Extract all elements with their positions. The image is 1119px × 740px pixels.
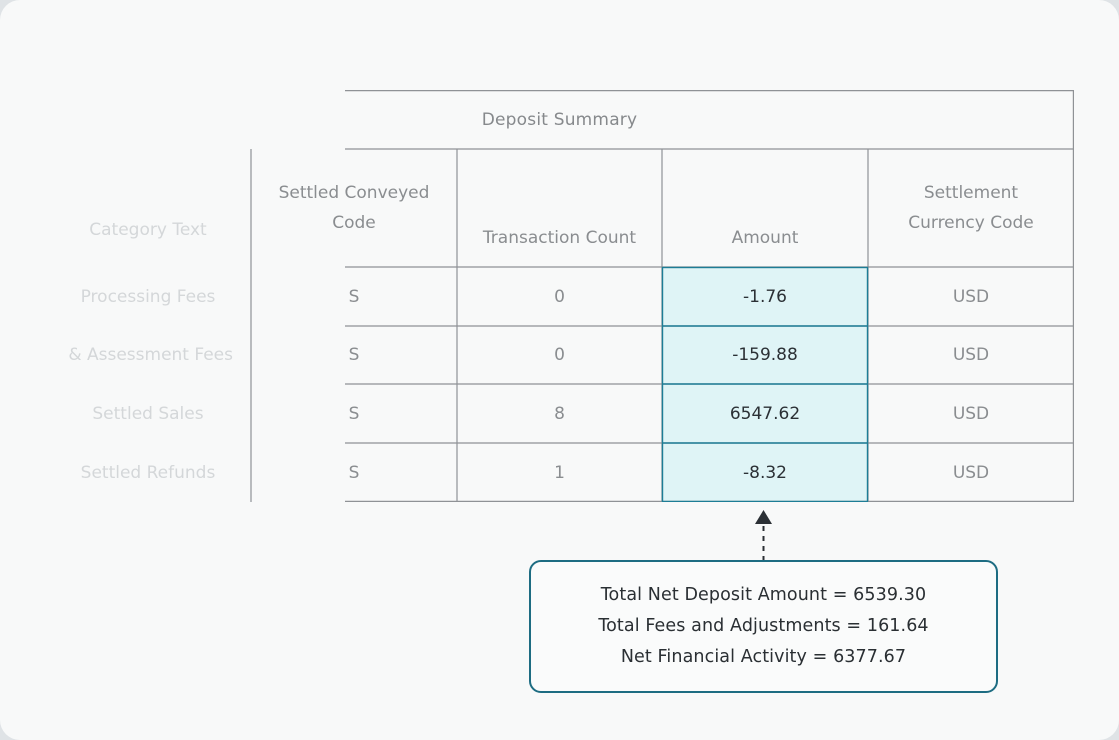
row-currency: USD <box>952 286 990 307</box>
row-code: S <box>348 462 360 483</box>
row-currency: USD <box>952 403 990 424</box>
total-net-deposit-amount: Total Net Deposit Amount = 6539.30 <box>600 585 927 605</box>
arrow-head-icon <box>755 510 772 524</box>
totals-callout: Total Net Deposit Amount = 6539.30 Total… <box>529 560 998 693</box>
table-grid <box>45 90 1074 502</box>
table-title: Deposit Summary <box>481 109 638 130</box>
row-code: S <box>348 286 360 307</box>
header-settlement-currency-code: Settlement Currency Code <box>908 183 1034 233</box>
total-fees-and-adjustments: Total Fees and Adjustments = 161.64 <box>598 616 929 636</box>
header-category-text: Category Text <box>89 220 207 240</box>
row-category: Processing Fees <box>80 286 216 307</box>
row-category: Settled Refunds <box>80 462 216 483</box>
row-count: 8 <box>554 403 565 424</box>
deposit-summary-table: -1.76 -159.88 6547.62 -8.32 <box>45 90 1074 502</box>
net-financial-activity: Net Financial Activity = 6377.67 <box>620 647 907 667</box>
header-transaction-count: Transaction Count <box>482 227 637 248</box>
row-category: Settled Sales <box>92 403 204 424</box>
amount-cell: -159.88 <box>662 326 868 384</box>
row-category: & Assessment Fees <box>68 345 233 365</box>
amount-cell: 6547.62 <box>662 384 868 443</box>
row-code: S <box>348 345 360 365</box>
row-currency: USD <box>952 345 990 365</box>
row-code: S <box>348 403 360 424</box>
row-currency: USD <box>952 462 990 483</box>
row-count: 1 <box>554 462 565 483</box>
header-settled-conveyed-code: Settled Conveyed Code <box>278 183 430 233</box>
row-count: 0 <box>554 345 565 365</box>
amount-cell: -8.32 <box>662 443 868 502</box>
amount-cell: -1.76 <box>662 267 868 326</box>
row-count: 0 <box>554 286 565 307</box>
header-amount: Amount <box>731 227 799 248</box>
